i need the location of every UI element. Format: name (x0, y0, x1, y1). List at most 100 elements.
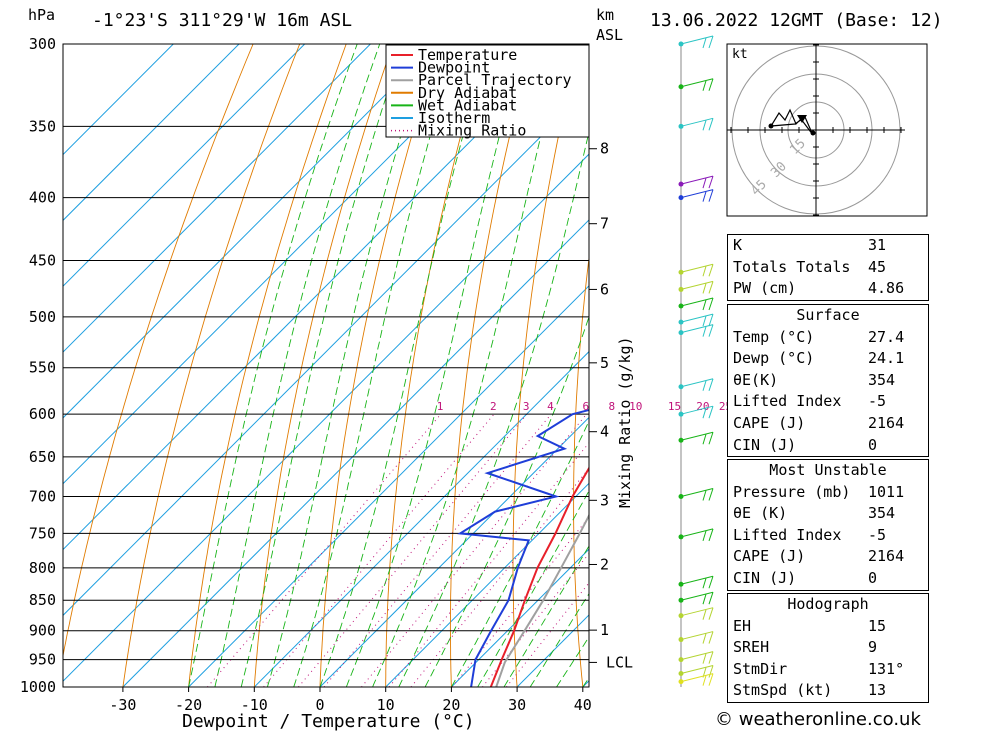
mixing-ratio-label: 6 (582, 400, 589, 413)
hodograph-trace (769, 108, 814, 136)
wet-adiabat (529, 592, 589, 687)
unit-asl: ASL (596, 26, 623, 44)
wet-adiabat (345, 44, 525, 687)
wind-barb-shaft (680, 651, 714, 661)
x-tick-label: -20 (175, 696, 202, 714)
pressure-label: 750 (29, 524, 56, 542)
x-tick-label: 10 (377, 696, 395, 714)
series-dewpoint (457, 408, 589, 687)
x-tick-label: 0 (315, 696, 324, 714)
stmspd-value: 13 (868, 681, 887, 700)
mixing-ratio-label: 10 (629, 400, 642, 413)
wind-barb-flag (702, 80, 707, 91)
mu-cin: 0 (868, 568, 878, 587)
copyright-footer[interactable]: © weatheronline.co.uk (715, 709, 921, 730)
wind-barb-flag (708, 432, 714, 445)
isotherm-line (63, 44, 371, 353)
pressure-label: 300 (29, 35, 56, 53)
wind-barb-flag (702, 675, 707, 686)
pressure-label: 600 (29, 405, 56, 423)
wet-adiabat (503, 545, 589, 687)
wind-barb-shaft (680, 575, 714, 585)
mixing-ratio-line (323, 413, 552, 687)
lcl-label: LCL (606, 653, 633, 671)
plot-frame (62, 43, 590, 688)
mixing-ratio-label: 3 (523, 400, 530, 413)
dry-adiabat (632, 44, 672, 687)
location-title: -1°23'S 311°29'W 16m ASL (92, 10, 353, 31)
height-tick-label: 1 (600, 621, 609, 639)
pressure-label: 800 (29, 559, 56, 577)
wind-barb-flag (708, 488, 714, 501)
wind-barb-shaft (680, 35, 714, 45)
wind-barb-flag (708, 189, 714, 202)
dry-adiabat (449, 44, 533, 687)
wind-barb-flag (702, 609, 707, 620)
isotherm-line (122, 219, 589, 687)
wind-barb-shaft (680, 297, 714, 307)
pressure-label: 650 (29, 448, 56, 466)
height-tick-label: 4 (600, 423, 609, 441)
unit-km: km (596, 6, 614, 24)
wind-barb-flag (702, 177, 707, 189)
wind-barb-column (678, 35, 714, 687)
dry-adiabat (63, 44, 254, 659)
wind-barb-flag (702, 594, 707, 605)
wind-barb-flag (702, 120, 707, 131)
pressure-label: 950 (29, 651, 56, 669)
profile-lines (457, 408, 589, 687)
dry-adiabat (950, 44, 1000, 687)
mixing-ratio-line (410, 467, 589, 687)
wind-barb-flag (702, 530, 707, 542)
wind-barb-flag (708, 673, 714, 686)
wind-barb-flag (702, 653, 707, 664)
x-tick-label: 20 (442, 696, 460, 714)
mu-cape: 2164 (868, 547, 905, 566)
pressure-label: 500 (29, 308, 56, 326)
wet-adiabat (398, 130, 589, 687)
wind-barb-flag (708, 651, 714, 664)
wind-barb-flag (702, 434, 707, 445)
wet-adiabat (477, 489, 589, 687)
surface-cape: 2164 (868, 413, 905, 432)
series-temperature (489, 466, 589, 687)
mixing-ratio-axis-label: Mixing Ratio (g/kg) (616, 336, 634, 508)
mixing-ratio-label: 4 (547, 400, 554, 413)
wind-barb-flag (708, 528, 714, 542)
x-tick-label: 40 (574, 696, 592, 714)
pressure-label: 850 (29, 591, 56, 609)
wet-adiabat (451, 419, 589, 687)
wind-barb-flag (702, 283, 707, 294)
wind-barb-flag (702, 266, 707, 277)
wind-barb-flag (708, 576, 714, 589)
legend-label: Isotherm (418, 109, 490, 127)
surface-temp: 27.4 (868, 327, 905, 346)
wind-barb-flag (708, 175, 714, 189)
wind-barb-shaft (680, 280, 714, 290)
dry-adiabat (253, 44, 394, 687)
wind-barb-shaft (680, 673, 714, 683)
wind-barb-flag (708, 313, 714, 327)
isotherm-line (385, 482, 589, 687)
mu-thetae: 354 (868, 504, 896, 523)
isotherm-line (63, 44, 306, 287)
hodograph-point (768, 123, 774, 129)
height-tick-label: 5 (600, 354, 609, 372)
isotherm-line (63, 87, 589, 617)
mixing-ratio-labels: 1 2 3 4 6 8 10 15 20 25 (437, 400, 732, 413)
mixing-ratio-label: 2 (490, 400, 497, 413)
surface-table: Surface Temp (°C) 27.4 Dewp (°C) 24.1 θE(K… (727, 304, 929, 458)
most-unstable-table: Most Unstable Pressure (mb) 1011 θE (K) 35… (727, 459, 929, 591)
pressure-label: 900 (29, 622, 56, 640)
isotherm-line (63, 44, 503, 485)
x-tick-label: 30 (508, 696, 526, 714)
wet-adiabat (266, 44, 430, 687)
legend-label: Dry Adiabat (418, 84, 517, 102)
hodograph-point (810, 130, 816, 136)
surface-title: Surface (796, 306, 860, 324)
wind-barb-shaft (680, 431, 714, 441)
x-tick-label: -30 (109, 696, 136, 714)
legend-label: Temperature (418, 46, 517, 64)
height-tick-label: 3 (600, 491, 609, 509)
